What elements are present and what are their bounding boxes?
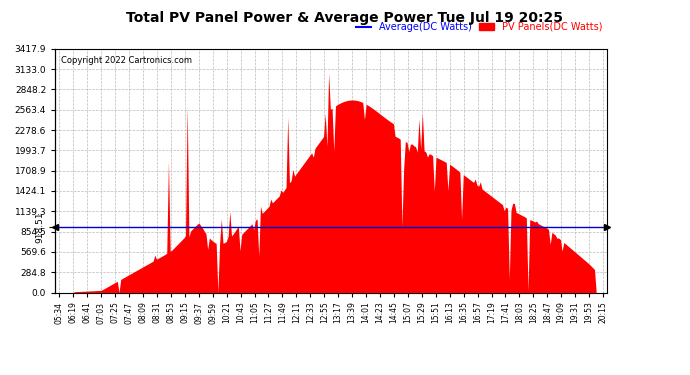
Legend: Average(DC Watts), PV Panels(DC Watts): Average(DC Watts), PV Panels(DC Watts) [357,22,602,32]
Text: Copyright 2022 Cartronics.com: Copyright 2022 Cartronics.com [61,56,192,65]
Text: Total PV Panel Power & Average Power Tue Jul 19 20:25: Total PV Panel Power & Average Power Tue… [126,11,564,25]
